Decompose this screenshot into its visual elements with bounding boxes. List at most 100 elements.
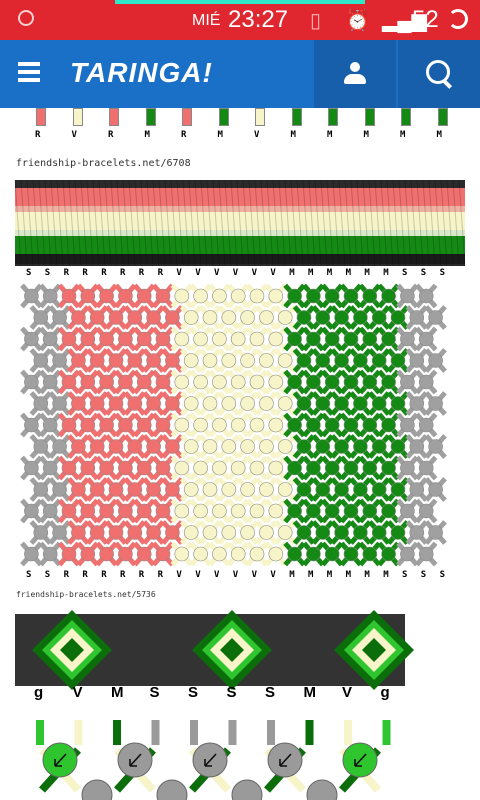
knot-r6-c16 [324,417,340,433]
knot-r3-c5 [127,353,143,368]
knot-r12-c12 [249,546,265,562]
pattern1-source[interactable]: friendship-bracelets.net/6708 [16,158,191,169]
preview-band-4 [15,230,465,236]
knot-r4-c16 [324,374,340,390]
knot-r7-c1 [52,439,67,454]
pattern2-knot-row2-3 [306,779,338,800]
knot-r0-c13 [268,288,284,304]
top-strand-label-8: M [327,130,333,140]
knot-r5-c13 [277,396,293,411]
knot-r4-c18 [362,374,378,390]
knot-r6-c5 [118,417,133,433]
pattern2-strand-label-2: M [111,684,124,701]
pattern2-source[interactable]: friendship-bracelets.net/5736 [16,590,156,599]
pattern2-strand-label-5: S [226,684,237,701]
strand-top-label-13: V [270,268,276,278]
top-strand-label-3: M [144,130,150,140]
knot-r1-c20 [409,310,425,325]
knot-r12-c20 [400,546,415,562]
strand-bottom-label-15: M [308,570,314,580]
knot-r2-c21 [418,331,434,347]
knot-r5-c21 [428,396,443,411]
knot-r8-c9 [193,460,208,476]
alarm-icon: ⏰ [345,10,370,32]
knot-r7-c4 [108,439,124,454]
knot-r1-c4 [108,310,124,325]
knot-r12-c18 [362,546,378,562]
knot-r7-c10 [221,439,237,454]
user-button[interactable] [314,40,396,108]
knot-r5-c16 [334,396,349,411]
knot-r5-c6 [146,396,161,411]
knot-r9-c11 [240,482,255,497]
knot-r2-c14 [287,331,302,347]
knot-r3-c4 [108,353,124,368]
knot-r11-c4 [108,525,124,540]
search-button[interactable] [398,40,480,108]
knot-r1-c0 [33,310,49,325]
knot-r10-c6 [136,503,152,519]
knot-r0-c11 [230,288,246,304]
knot-r1-c6 [146,310,161,325]
knot-r12-c10 [212,546,227,562]
strand-top-label-15: M [308,268,314,278]
knot-r6-c7 [155,417,171,433]
knot-r7-c16 [334,439,349,454]
knot-r0-c20 [400,288,415,304]
knot-r7-c9 [202,439,218,454]
knot-r4-c19 [381,374,396,390]
knot-r11-c13 [277,525,293,540]
knot-r0-c9 [193,288,208,304]
knot-r8-c20 [400,460,415,476]
knot-r10-c20 [400,503,415,519]
knot-r11-c0 [33,525,49,540]
knot-r6-c0 [24,417,39,433]
strand-bottom-label-7: R [157,570,164,580]
knot-r9-c16 [334,482,349,497]
strand-bottom-label-17: M [345,570,352,580]
strand-top-label-22: S [439,268,446,278]
knot-r6-c1 [42,417,58,433]
knot-r3-c0 [33,353,49,368]
knot-r3-c13 [277,353,293,368]
top-swatch-8 [328,108,338,126]
knot-r2-c18 [362,331,378,347]
knot-r12-c8 [174,546,190,562]
knot-r0-c21 [418,288,434,304]
knot-r0-c6 [136,288,152,304]
post-content[interactable]: R V R M R M V M M M M M friendship-bracelets.net/67… [0,108,480,800]
app-logo[interactable]: TARINGA! [70,57,213,88]
preview-band-0 [15,180,465,188]
knot-r3-c21 [428,353,443,368]
knot-r12-c11 [230,546,246,562]
knot-r8-c8 [174,460,190,476]
top-strand-label-5: M [217,130,223,140]
knot-r11-c16 [334,525,349,540]
knot-r11-c7 [165,525,180,540]
vibrate-icon: ▯ [310,10,322,32]
strand-top-label-7: R [157,268,164,278]
preview-band-2 [15,206,465,212]
menu-icon[interactable] [18,62,40,82]
strand-bottom-label-12: V [251,570,258,580]
knot-r2-c17 [343,331,359,347]
knot-r10-c5 [118,503,133,519]
knot-r12-c7 [155,546,171,562]
knot-r6-c2 [61,417,77,433]
knot-r7-c8 [183,439,199,454]
knot-r1-c9 [202,310,218,325]
knot-r2-c2 [61,331,77,347]
strand-bottom-label-13: V [270,570,276,580]
knot-r1-c17 [353,310,368,325]
knot-r2-c0 [24,331,39,347]
strand-top-label-17: M [345,268,352,278]
knot-r2-c10 [212,331,227,347]
knot-r6-c21 [418,417,434,433]
knot-r4-c10 [212,374,227,390]
knot-r9-c4 [108,482,124,497]
knot-r10-c13 [268,503,284,519]
knot-r7-c13 [277,439,293,454]
notification-indicator [115,0,365,4]
